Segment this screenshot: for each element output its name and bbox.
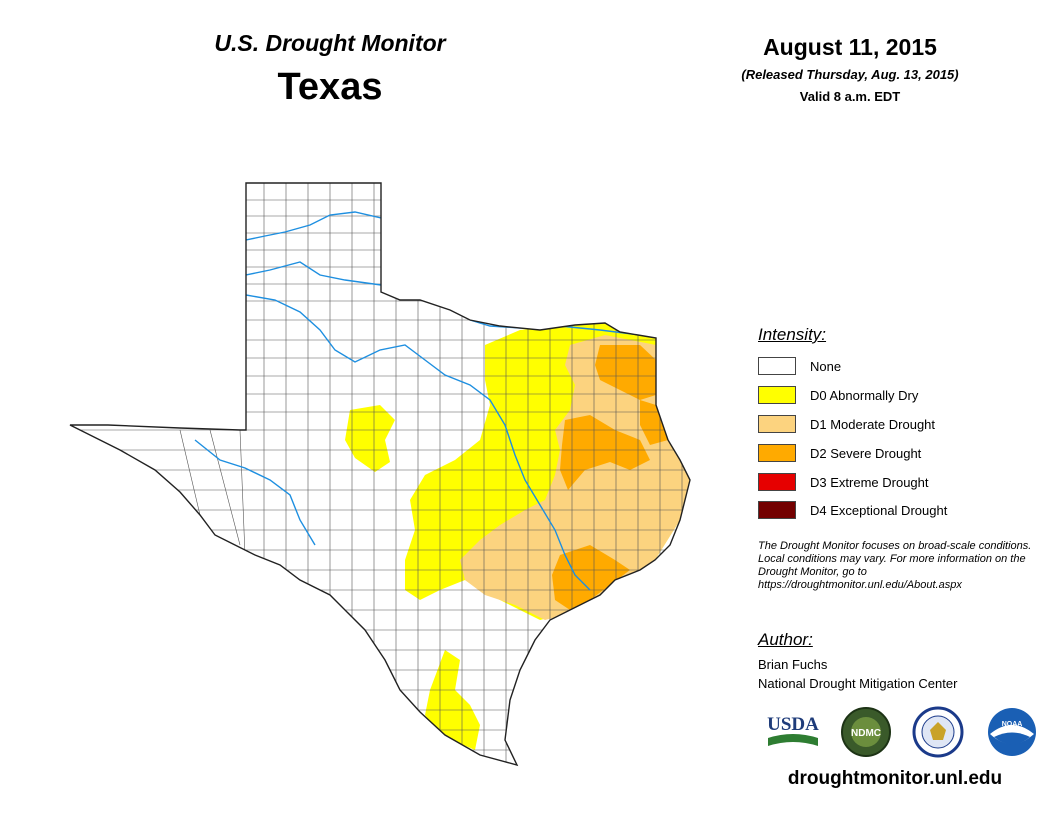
noaa-logo-text: NOAA — [1002, 721, 1023, 728]
author-org: National Drought Mitigation Center — [758, 676, 958, 691]
texas-outline — [69, 182, 691, 767]
legend-label: D1 Moderate Drought — [810, 416, 936, 432]
legend-swatch — [758, 501, 796, 519]
legend-item-d3: D3 Extreme Drought — [758, 471, 929, 493]
d2-area-central — [560, 415, 650, 490]
author-name: Brian Fuchs — [758, 657, 828, 672]
legend-swatch — [758, 357, 796, 375]
legend-label: D4 Exceptional Drought — [810, 502, 948, 518]
site-url-link[interactable]: droughtmonitor.unl.edu — [787, 768, 1003, 789]
author-title: Author: — [758, 630, 813, 649]
legend-label: D0 Abnormally Dry — [810, 387, 919, 403]
legend-item-d0: D0 Abnormally Dry — [758, 384, 918, 406]
legend-label: D2 Severe Drought — [810, 445, 922, 461]
rivers — [194, 211, 641, 591]
d0-area-west — [345, 405, 395, 472]
release-date: (Released Thursday, Aug. 13, 2015) — [741, 67, 959, 82]
d2-area-coast — [552, 545, 630, 610]
legend-swatch — [758, 415, 796, 433]
legend-title: Intensity: — [758, 325, 827, 344]
d2-area-northeast-strip — [640, 400, 668, 445]
usda-logo-text: USDA — [767, 714, 819, 735]
usda-logo: USDA — [767, 714, 819, 746]
legend-swatch — [758, 473, 796, 491]
noaa-logo: NOAA — [988, 708, 1036, 756]
legend-item-d4: D4 Exceptional Drought — [758, 499, 947, 521]
d0-area-south — [425, 650, 480, 750]
legend-swatch — [758, 386, 796, 404]
commerce-seal-logo — [912, 706, 964, 758]
product-title: U.S. Drought Monitor — [214, 30, 446, 56]
legend-item-d1: D1 Moderate Drought — [758, 413, 935, 435]
valid-time: Valid 8 a.m. EDT — [799, 89, 901, 104]
legend-swatch — [758, 444, 796, 462]
state-title: Texas — [277, 66, 383, 108]
map-date: August 11, 2015 — [763, 34, 937, 60]
legend-item-none: None — [758, 355, 841, 377]
legend-item-d2: D2 Severe Drought — [758, 442, 921, 464]
legend-label: None — [810, 358, 842, 374]
legend-label: D3 Extreme Drought — [810, 474, 929, 490]
texas-drought-map — [69, 182, 691, 767]
ndmc-logo-text: NDMC — [851, 728, 881, 739]
drought-monitor-note: The Drought Monitor focuses on broad-sca… — [758, 540, 1032, 591]
d2-area-northeast — [595, 345, 656, 400]
ndmc-logo: NDMC — [841, 707, 891, 757]
